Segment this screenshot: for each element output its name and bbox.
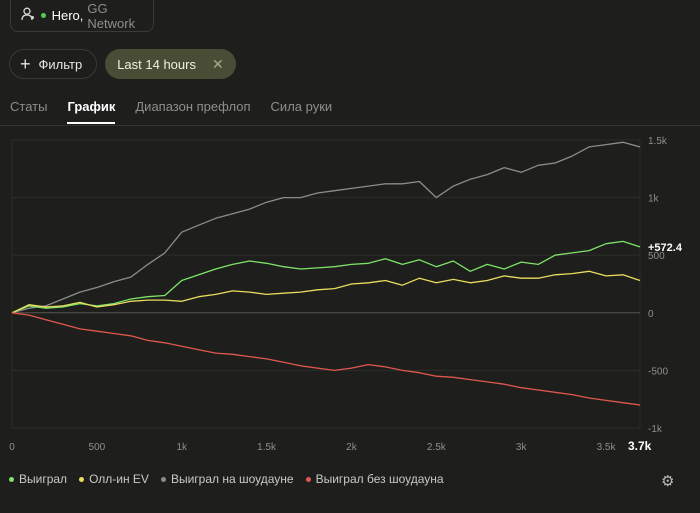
legend-item-showdown[interactable]: Выиграл на шоудауне — [160, 472, 294, 486]
y-tick-label: 1.5k — [648, 136, 668, 147]
y-tick-label: -500 — [648, 366, 668, 377]
x-tick-label: 1.5k — [257, 442, 277, 453]
chart-legend: Выиграл Олл-ин EV Выиграл на шоудауне Вы… — [9, 472, 444, 486]
x-tick-label: 2k — [346, 442, 358, 453]
legend-item-won[interactable]: Выиграл — [9, 472, 67, 486]
player-name: Hero — [51, 8, 80, 23]
tab-preflop-range[interactable]: Диапазон префлоп — [135, 99, 251, 114]
y-tick-label: -1k — [648, 424, 663, 435]
legend-label: Выиграл на шоудауне — [170, 472, 294, 486]
legend-dot — [9, 476, 14, 482]
tab-bar: Статы График Диапазон префлоп Сила руки — [10, 99, 332, 124]
series-line — [11, 240, 641, 314]
player-network: GG Network — [87, 0, 136, 31]
y-tick-label: 0 — [648, 309, 654, 320]
winnings-chart[interactable]: 1.5k 1k 500 0 -500 -1k 0 500 1k 1.5k 2k 2.5k 3k 3.5k 3… — [0, 126, 700, 462]
legend-label: Выиграл — [19, 472, 68, 486]
series-line — [11, 141, 641, 314]
settings-gear-icon[interactable]: ⚙ — [661, 473, 675, 490]
legend-dot — [160, 476, 166, 482]
player-separator: , — [79, 8, 84, 23]
tab-stats[interactable]: Статы — [10, 99, 48, 114]
online-status-dot — [41, 13, 46, 18]
time-filter-label: Last 14 hours — [117, 56, 196, 72]
x-tick-label: 2.5k — [427, 442, 447, 453]
add-filter-button[interactable]: + Фильтр — [9, 49, 98, 79]
y-tick-label: 1k — [648, 194, 660, 205]
x-tick-label: 3.5k — [597, 442, 617, 453]
series-line — [11, 312, 641, 406]
time-filter-chip[interactable]: Last 14 hours ✕ — [105, 49, 236, 79]
y-tick-label: 500 — [648, 251, 665, 262]
x-end-label: 3.7k — [628, 439, 652, 453]
x-tick-label: 1k — [176, 442, 188, 453]
x-tick-label: 500 — [89, 442, 106, 453]
legend-label: Олл-ин EV — [89, 472, 149, 486]
legend-dot — [305, 476, 311, 482]
tab-hand-strength[interactable]: Сила руки — [270, 99, 333, 114]
user-icon — [21, 7, 35, 24]
tab-graph[interactable]: График — [67, 99, 116, 124]
series-line — [11, 270, 641, 314]
add-filter-label: Фильтр — [38, 56, 83, 72]
player-selector[interactable]: Hero, GG Network — [10, 0, 154, 32]
legend-item-allin-ev[interactable]: Олл-ин EV — [79, 472, 149, 486]
legend-item-non-showdown[interactable]: Выиграл без шоудауна — [305, 472, 444, 486]
legend-dot — [79, 476, 85, 482]
tabs-divider — [0, 125, 700, 126]
series-end-value-label: +572.4 — [648, 242, 683, 254]
legend-label: Выиграл без шоудауна — [315, 472, 444, 486]
plus-icon: + — [20, 54, 31, 74]
x-tick-label: 0 — [9, 442, 15, 453]
filter-bar: + Фильтр Last 14 hours ✕ — [9, 49, 236, 79]
close-icon[interactable]: ✕ — [211, 55, 224, 72]
x-tick-label: 3k — [516, 442, 528, 453]
